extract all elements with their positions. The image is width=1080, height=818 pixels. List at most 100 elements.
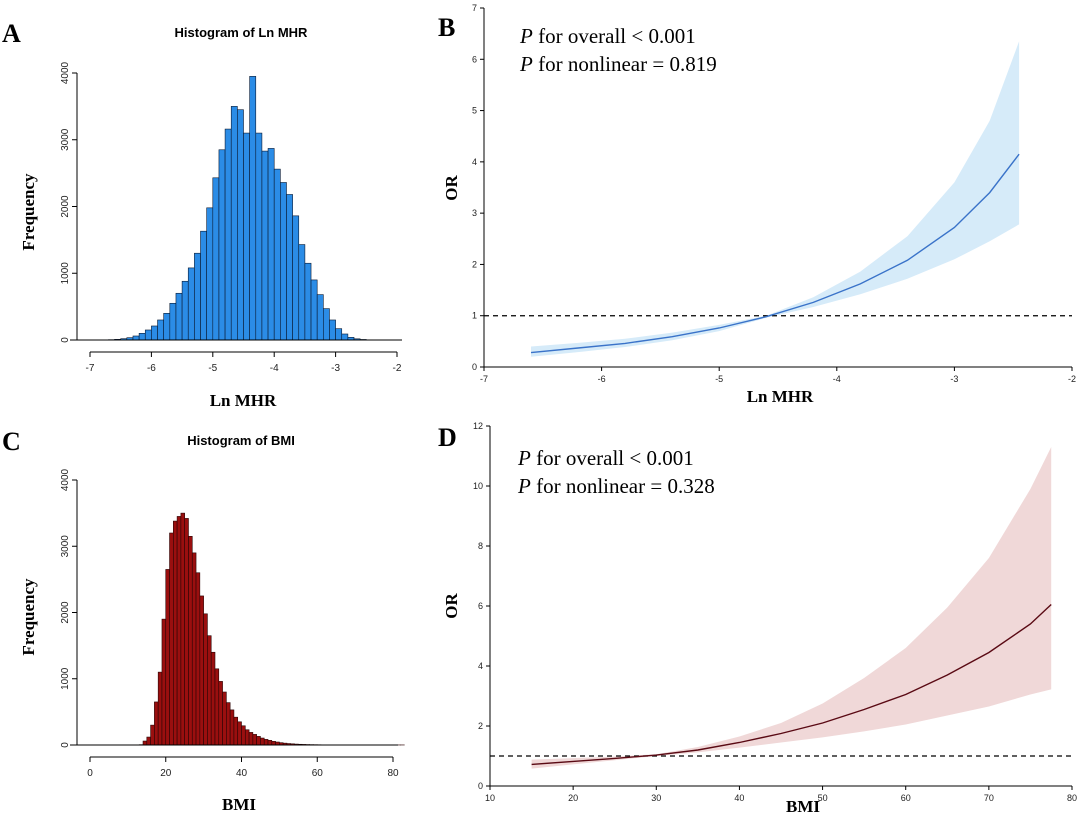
histogram-bar <box>316 294 324 341</box>
histogram-bar <box>195 572 201 746</box>
histogram-bar <box>280 182 287 341</box>
rcs-bmi-plot: 10 20 30 40 50 60 70 80 0 2 4 6 8 10 12 <box>473 421 1077 803</box>
histogram-bar <box>256 736 261 746</box>
histogram-bar <box>261 150 269 341</box>
histogram-bar <box>138 333 146 341</box>
y-tick-label: 8 <box>478 541 483 551</box>
histogram-bar <box>194 252 201 341</box>
rcs-bmi: OR BMI 10 20 30 40 50 60 70 80 0 2 4 6 8 10 12 P for o… <box>442 421 1077 816</box>
rcs-bmi-xlabel: BMI <box>786 797 820 816</box>
y-tick-label: 3000 <box>60 535 71 558</box>
panel-letter-c: C <box>2 427 21 456</box>
histogram-bar <box>271 741 276 746</box>
y-tick-label: 0 <box>60 337 71 343</box>
y-tick-label: 0 <box>478 781 483 791</box>
histogram-bmi-title: Histogram of BMI <box>187 433 295 448</box>
y-tick-label: 0 <box>60 742 71 748</box>
histogram-bmi: Histogram of BMI Frequency BMI 0 20 40 60 80… <box>19 433 405 814</box>
x-tick-label: 80 <box>1067 793 1077 803</box>
y-tick-label: 2000 <box>60 195 71 218</box>
histogram-bar <box>151 325 158 341</box>
y-tick-label: 1 <box>472 311 477 321</box>
x-tick-label: -5 <box>715 374 723 384</box>
histogram-bar <box>210 651 216 746</box>
y-tick-label: 4 <box>472 157 477 167</box>
histogram-bar <box>144 329 152 341</box>
histogram-bar <box>292 215 300 341</box>
histogram-bar <box>267 740 273 746</box>
histogram-bar <box>222 691 227 746</box>
y-tick-label: 1000 <box>60 667 71 690</box>
y-tick-label: 4000 <box>60 61 71 84</box>
histogram-bar <box>255 132 263 341</box>
histogram-bar <box>241 725 246 746</box>
histogram-bar <box>229 709 235 746</box>
histogram-bar <box>218 681 223 746</box>
confidence-band <box>531 41 1020 357</box>
histogram-bar <box>173 520 178 746</box>
x-tick-label: 30 <box>651 793 661 803</box>
y-tick-label: 2 <box>472 259 477 269</box>
rcs-ln-mhr-ylabel: OR <box>442 175 461 201</box>
rcs-ln-mhr-plot: -7 -6 -5 -4 -3 -2 0 1 2 3 4 5 6 7 <box>472 3 1076 384</box>
histogram-bar <box>206 207 214 341</box>
panel-letter-b: B <box>438 13 455 42</box>
histogram-ln-mhr-title: Histogram of Ln MHR <box>175 25 308 40</box>
or-curve <box>531 603 1052 766</box>
histogram-bar <box>237 721 242 746</box>
histogram-bar <box>214 668 220 746</box>
x-tick-label: -4 <box>833 374 841 384</box>
confidence-band <box>531 447 1052 769</box>
histogram-bar <box>199 595 204 746</box>
rcs-bmi-annotation-nonlinear: P for nonlinear = 0.328 <box>517 474 715 498</box>
or-curve <box>530 153 1020 354</box>
histogram-bar <box>132 335 140 341</box>
y-tick-label: 2 <box>478 721 483 731</box>
x-tick-label: -3 <box>950 374 958 384</box>
histogram-bar <box>203 613 208 746</box>
histogram-bar <box>163 312 171 341</box>
x-tick-label: 60 <box>312 768 324 779</box>
x-tick-label: -7 <box>86 363 95 374</box>
histogram-ln-mhr-ylabel: Frequency <box>19 173 38 251</box>
histogram-bar <box>187 267 195 341</box>
histogram-bar <box>329 319 336 341</box>
histogram-bar <box>157 319 164 341</box>
rcs-bmi-annotation-overall: P for overall < 0.001 <box>517 446 694 470</box>
x-tick-label: -3 <box>331 363 340 374</box>
histogram-bar <box>212 177 220 341</box>
x-tick-label: 70 <box>984 793 994 803</box>
histogram-bar <box>323 308 330 341</box>
histogram-bar <box>184 518 189 746</box>
x-tick-label: 60 <box>901 793 911 803</box>
x-tick-label: 10 <box>485 793 495 803</box>
histogram-bar <box>191 552 197 746</box>
histogram-bar <box>142 740 148 746</box>
histogram-bar <box>304 262 312 341</box>
histogram-bar <box>237 109 244 341</box>
histogram-bar <box>252 734 257 746</box>
x-tick-label: 20 <box>568 793 578 803</box>
histogram-bar <box>180 512 185 746</box>
histogram-bar <box>165 569 170 746</box>
y-tick-label: 4 <box>478 661 483 671</box>
histogram-bar <box>181 280 189 341</box>
histogram-bmi-plot: 0 20 40 60 80 0 1000 2000 3000 4000 <box>60 468 405 779</box>
histogram-bar <box>207 635 212 746</box>
histogram-ln-mhr-plot: -7 -6 -5 -4 -3 -2 0 1000 2000 3000 4000 <box>60 61 402 374</box>
x-tick-label: -7 <box>480 374 488 384</box>
x-tick-label: -6 <box>598 374 606 384</box>
rcs-ln-mhr-xlabel: Ln MHR <box>747 387 814 406</box>
histogram-bar <box>226 702 231 746</box>
histogram-bar <box>248 732 254 746</box>
histogram-bar <box>263 739 269 746</box>
histogram-bar <box>200 230 207 341</box>
x-tick-label: -6 <box>147 363 156 374</box>
histogram-bar <box>154 701 159 746</box>
x-tick-label: -4 <box>270 363 279 374</box>
x-tick-label: 50 <box>818 793 828 803</box>
panel-letter-a: A <box>2 19 21 48</box>
histogram-bar <box>298 244 306 341</box>
x-tick-label: -2 <box>393 363 402 374</box>
histogram-bar <box>267 148 275 341</box>
